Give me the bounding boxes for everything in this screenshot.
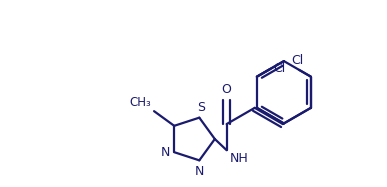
Text: O: O [222, 83, 231, 96]
Text: N: N [195, 165, 204, 178]
Text: Cl: Cl [292, 54, 304, 67]
Text: Cl: Cl [273, 62, 285, 75]
Text: S: S [197, 101, 205, 114]
Text: N: N [161, 146, 170, 159]
Text: CH₃: CH₃ [129, 96, 151, 109]
Text: NH: NH [230, 152, 248, 165]
